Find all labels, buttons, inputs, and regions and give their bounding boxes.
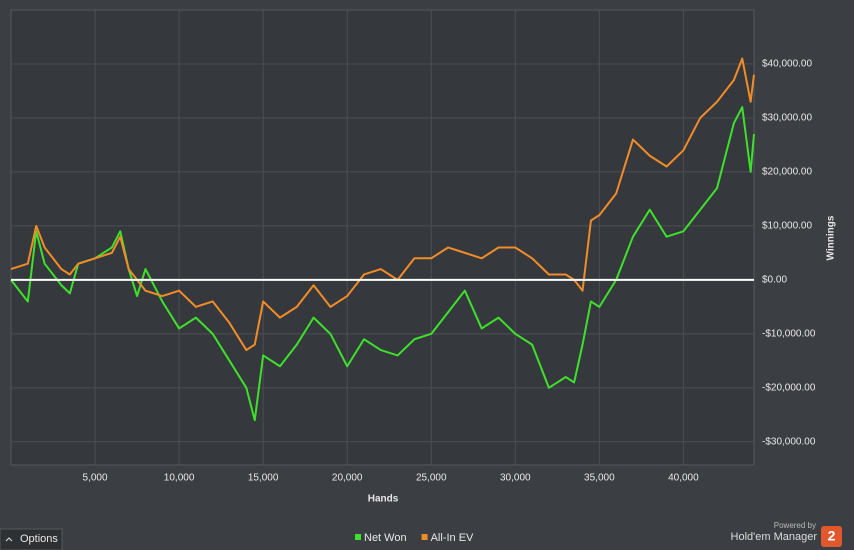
- series-line: [10, 106, 755, 422]
- legend-swatch: [355, 534, 361, 540]
- powered-by: Powered by: [774, 521, 816, 530]
- lines: [10, 57, 755, 422]
- plot-area: [10, 9, 755, 466]
- legend: Net Won All-In EV: [355, 532, 474, 544]
- chevron: [5, 537, 13, 542]
- y-tick-label: -$10,000.00: [762, 328, 816, 339]
- y-axis-title: Winnings: [826, 215, 837, 260]
- x-tick-label: 25,000: [416, 473, 447, 484]
- y-tick-label: $0.00: [762, 275, 787, 286]
- x-tick-label: 30,000: [500, 473, 531, 484]
- y-tick-label: $40,000.00: [762, 59, 812, 70]
- x-tick-label: 15,000: [248, 473, 279, 484]
- x-tick-label: 5,000: [83, 473, 108, 484]
- x-tick-label: 20,000: [332, 473, 363, 484]
- x-tick-label: 40,000: [668, 473, 699, 484]
- brand: Hold'em Manager: [731, 531, 818, 543]
- logo: [821, 526, 842, 547]
- x-tick-label: 10,000: [164, 473, 195, 484]
- y-tick-label: $20,000.00: [762, 167, 812, 178]
- x-axis-title: Hands: [368, 494, 399, 505]
- options-bg[interactable]: [0, 528, 63, 550]
- options-button[interactable]: Options: [0, 528, 63, 550]
- y-tick-label: $10,000.00: [762, 221, 812, 232]
- logo-text: 2: [828, 528, 836, 544]
- legend-label: Net Won: [364, 532, 407, 544]
- y-tick-label: -$30,000.00: [762, 436, 816, 447]
- y-tick-label: $30,000.00: [762, 113, 812, 124]
- legend-swatch: [421, 534, 428, 540]
- series-line: [10, 57, 755, 352]
- options-label[interactable]: Options: [20, 533, 58, 545]
- x-tick-label: 35,000: [584, 473, 615, 484]
- legend-label: All-In EV: [431, 532, 474, 544]
- y-tick-label: -$20,000.00: [762, 382, 816, 393]
